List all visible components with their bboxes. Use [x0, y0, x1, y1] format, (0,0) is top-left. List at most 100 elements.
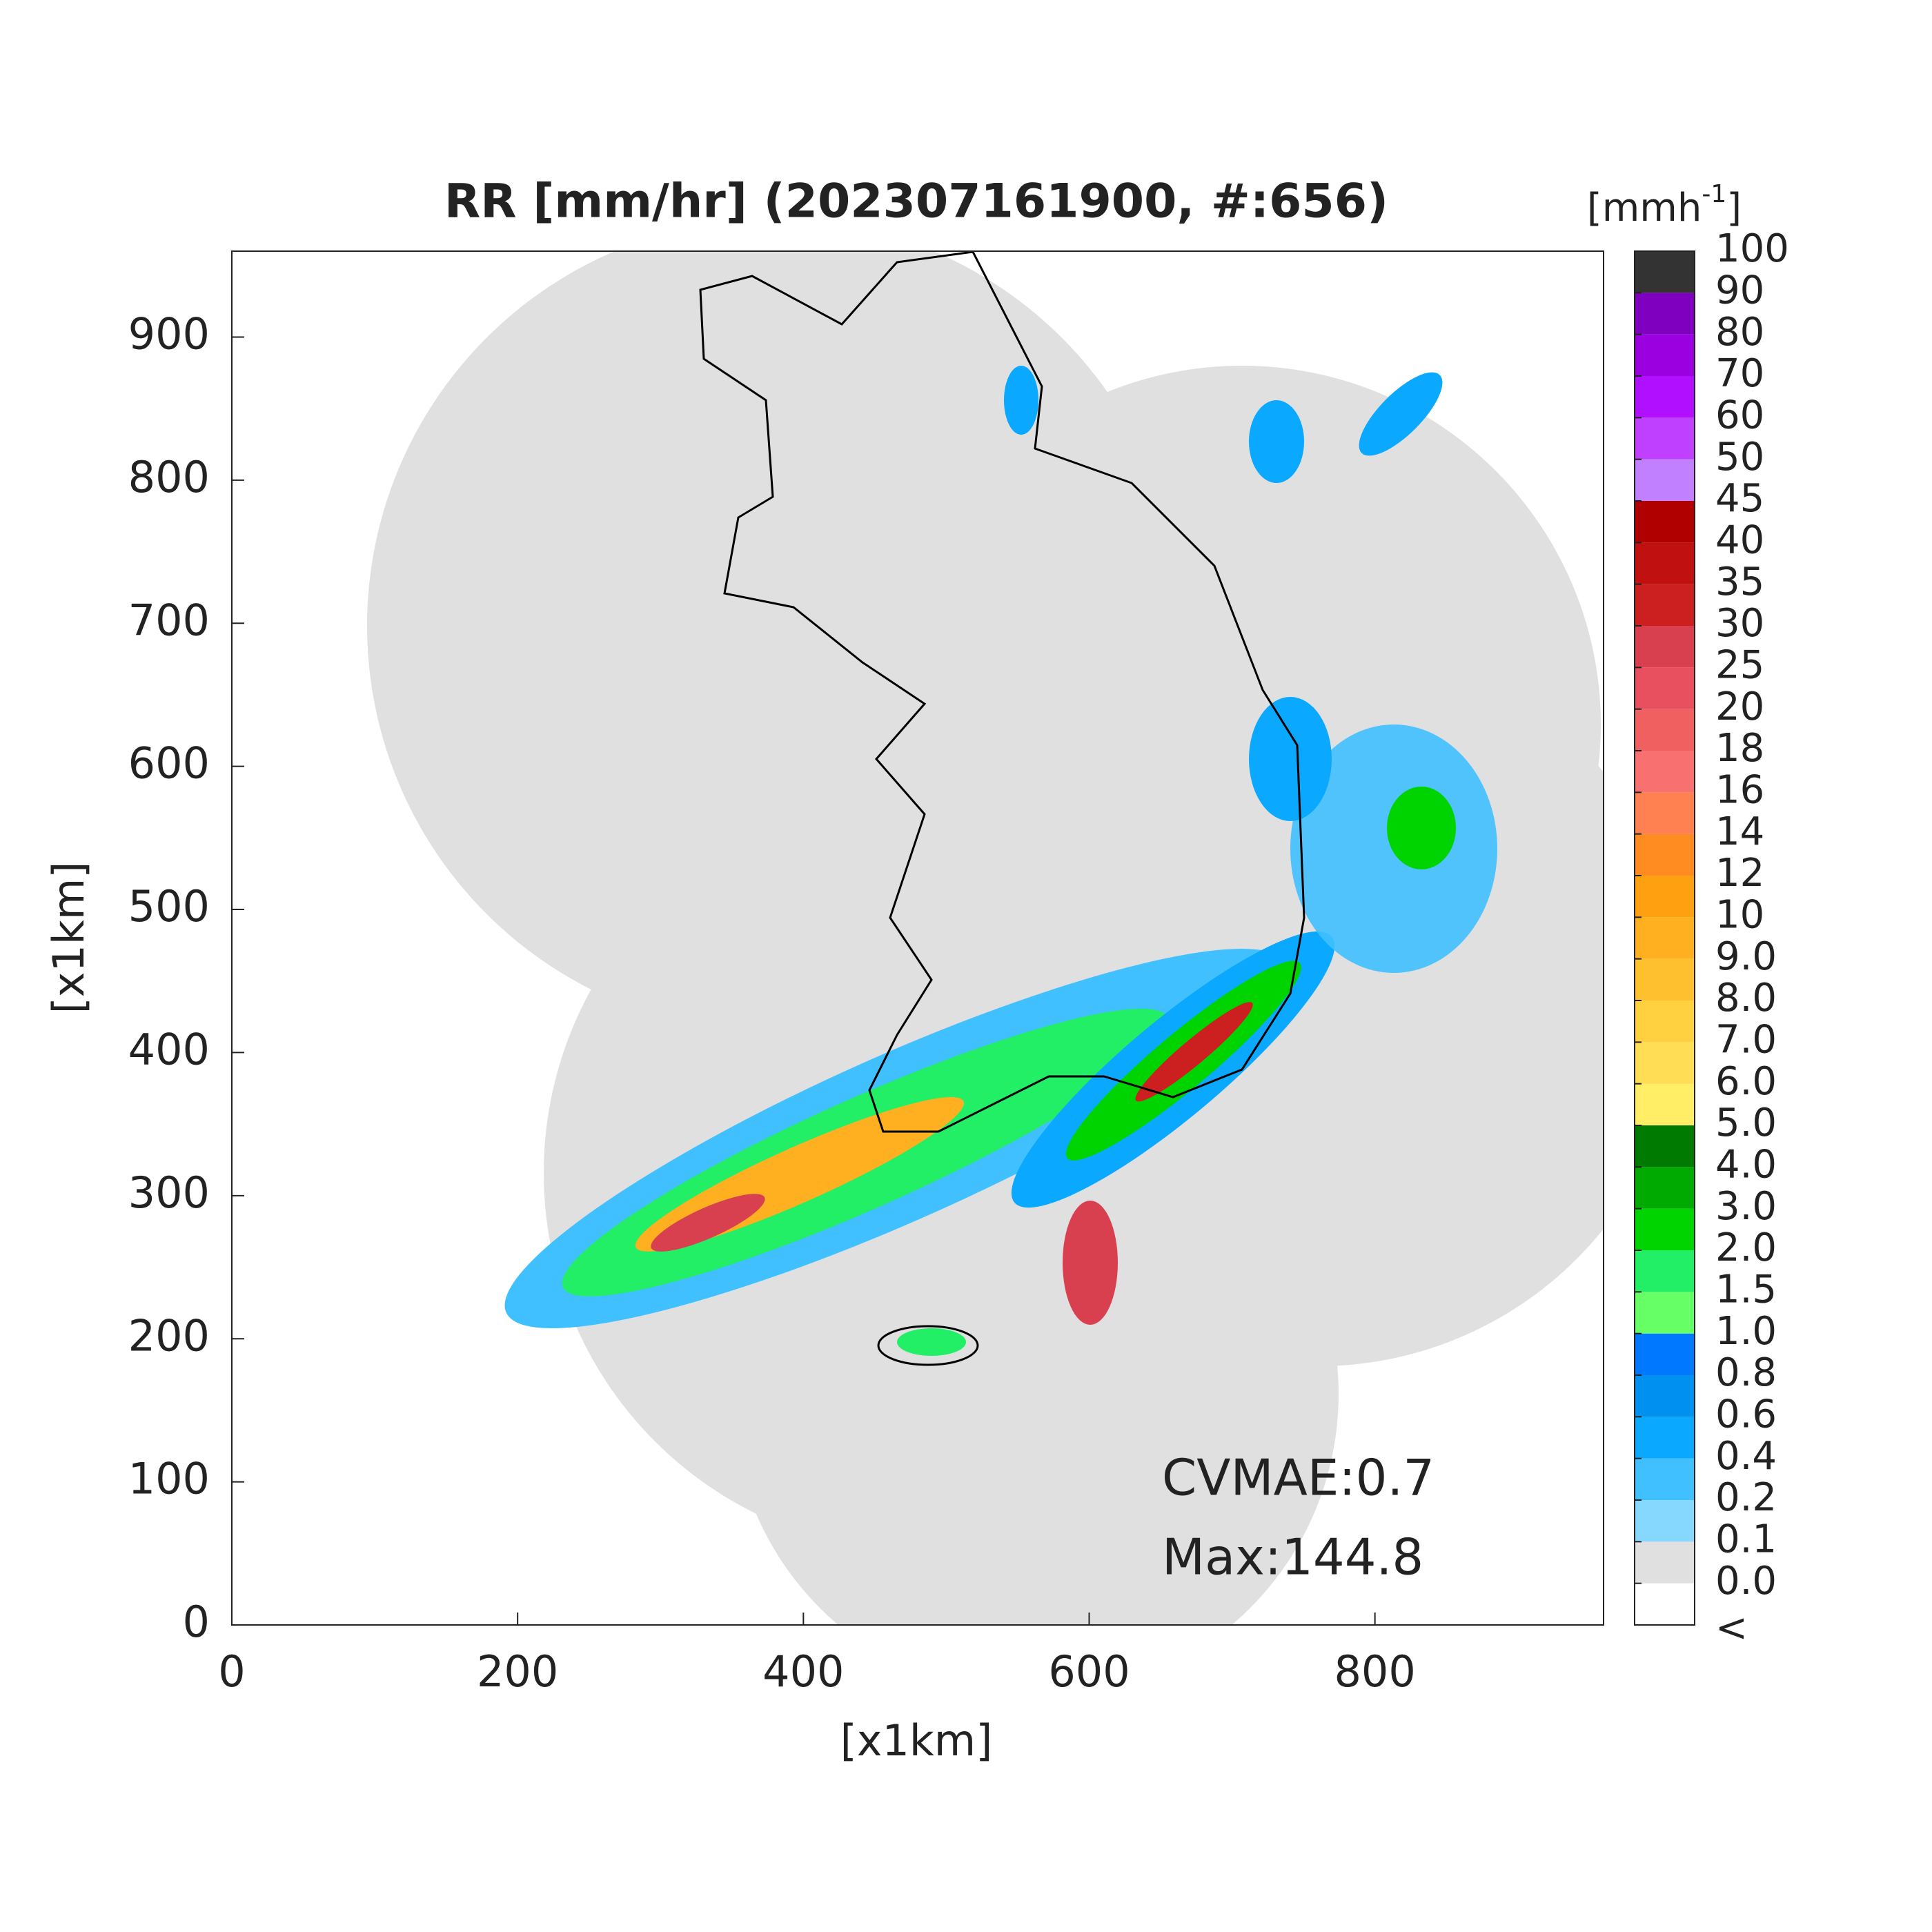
colorbar-tick-label: 5.0 [1715, 1101, 1777, 1145]
colorbar-segment [1635, 501, 1695, 543]
colorbar-tick-label: 0.0 [1715, 1559, 1777, 1604]
precip-echo [1063, 1201, 1118, 1325]
colorbar-segment [1635, 917, 1695, 959]
colorbar-segment [1635, 1000, 1695, 1043]
y-tick-label: 800 [128, 452, 210, 502]
y-tick-label: 0 [183, 1597, 210, 1647]
colorbar-segment [1635, 1333, 1695, 1375]
colorbar-tick-label: 9.0 [1715, 934, 1777, 979]
colorbar-segment [1635, 709, 1695, 751]
precip-echo [897, 1328, 966, 1356]
colorbar-tick-label: 6.0 [1715, 1059, 1777, 1104]
colorbar-segment [1635, 334, 1695, 376]
colorbar-tick-label: 1.0 [1715, 1309, 1777, 1354]
precip-echo [1249, 697, 1332, 821]
colorbar-segment [1635, 958, 1695, 1000]
coastline [699, 251, 1305, 1366]
precip-echo [1004, 366, 1038, 435]
colorbar-segment [1635, 293, 1695, 335]
colorbar-tick-label: 12 [1715, 851, 1764, 896]
colorbar-segment [1635, 1458, 1695, 1500]
colorbar-tick-label: 0.6 [1715, 1392, 1777, 1437]
colorbar-tick-label: 8.0 [1715, 976, 1777, 1021]
colorbar-segment [1635, 667, 1695, 709]
annotation: Max:144.8 [1162, 1528, 1423, 1586]
x-tick-label: 800 [1334, 1646, 1415, 1697]
colorbar-tick-label: 45 [1715, 476, 1764, 521]
colorbar-tick-label: 18 [1715, 726, 1764, 771]
colorbar-tick-label: 0.2 [1715, 1475, 1777, 1520]
colorbar-tick-label: 3.0 [1715, 1184, 1777, 1229]
colorbar-tick-label: 14 [1715, 809, 1764, 854]
colorbar-segment [1635, 792, 1695, 834]
colorbar-segment [1635, 751, 1695, 793]
colorbar-segment [1635, 626, 1695, 668]
y-tick-label: 200 [128, 1310, 210, 1361]
colorbar-segment [1635, 834, 1695, 876]
colorbar-tick-label: 40 [1715, 518, 1764, 562]
colorbar-tick-label: 7.0 [1715, 1017, 1777, 1062]
y-tick-label: 700 [128, 595, 210, 645]
y-tick-label: 600 [128, 738, 210, 789]
y-tick-label: 500 [128, 881, 210, 931]
colorbar-tick-label: 2.0 [1715, 1225, 1777, 1270]
x-tick-label: 600 [1048, 1646, 1130, 1697]
colorbar-segment [1635, 1417, 1695, 1459]
colorbar-tick-label: 25 [1715, 642, 1764, 687]
colorbar-tick-label: 0.8 [1715, 1350, 1777, 1395]
annotation: CVMAE:0.7 [1162, 1449, 1435, 1507]
precip-echo [651, 1194, 765, 1252]
colorbar-segment [1635, 1167, 1695, 1209]
colorbar-tick-label: 90 [1715, 268, 1764, 313]
precip-echo [1359, 372, 1443, 456]
x-tick-label: 400 [762, 1646, 844, 1697]
colorbar-label-exponent: -1 [1702, 180, 1726, 208]
colorbar-tick-label: 60 [1715, 393, 1764, 437]
y-tick-label: 400 [128, 1025, 210, 1075]
colorbar-segment [1635, 1083, 1695, 1125]
colorbar-tick-label: 100 [1715, 226, 1789, 271]
colorbar-segment [1635, 459, 1695, 501]
colorbar-segment [1635, 1375, 1695, 1417]
y-tick-label: 100 [128, 1454, 210, 1504]
colorbar-segment [1635, 1125, 1695, 1167]
x-axis-label: [x1km] [840, 1715, 993, 1766]
y-tick-label: 900 [128, 309, 210, 359]
precip-echoes [504, 366, 1497, 1356]
colorbar-tick-label: 16 [1715, 767, 1764, 812]
coast-outline [699, 251, 1305, 1133]
y-axis-label: [x1km] [43, 862, 94, 1014]
colorbar-segment [1635, 1042, 1695, 1084]
colorbar-label-base: [mmh [1587, 186, 1702, 230]
colorbar-segment [1635, 1583, 1695, 1625]
colorbar-label: [mmh-1] [1587, 180, 1742, 230]
colorbar-tick-label: 35 [1715, 560, 1764, 604]
map-layer [367, 251, 1604, 1625]
colorbar-tick-label: 20 [1715, 684, 1764, 729]
y-tick-label: 300 [128, 1167, 210, 1218]
colorbar-segment [1635, 1500, 1695, 1542]
colorbar-tick-label: 10 [1715, 892, 1764, 937]
precip-echo [1249, 400, 1304, 483]
island-outline [877, 1325, 979, 1366]
colorbar-tick-label: 80 [1715, 310, 1764, 355]
x-tick-label: 200 [477, 1646, 558, 1697]
colorbar-segment [1635, 1292, 1695, 1334]
plot-frame [231, 250, 1604, 1626]
colorbar-tick-label: 50 [1715, 435, 1764, 480]
colorbar-tick-label: 0.4 [1715, 1434, 1777, 1479]
precip-echo [1387, 787, 1456, 869]
colorbar-segment [1635, 376, 1695, 418]
colorbar-frame [1634, 250, 1695, 1626]
colorbar-label-close: ] [1726, 186, 1742, 230]
colorbar-segment [1635, 876, 1695, 918]
colorbar-segment [1635, 584, 1695, 626]
colorbar-segment [1635, 251, 1695, 293]
colorbar-segment [1635, 1208, 1695, 1250]
colorbar-segment [1635, 1250, 1695, 1292]
colorbar-segment [1635, 1541, 1695, 1584]
colorbar-segment [1635, 417, 1695, 460]
colorbar-tick-label: 0.1 [1715, 1517, 1777, 1561]
colorbar-tick-label: < [1715, 1606, 1748, 1650]
